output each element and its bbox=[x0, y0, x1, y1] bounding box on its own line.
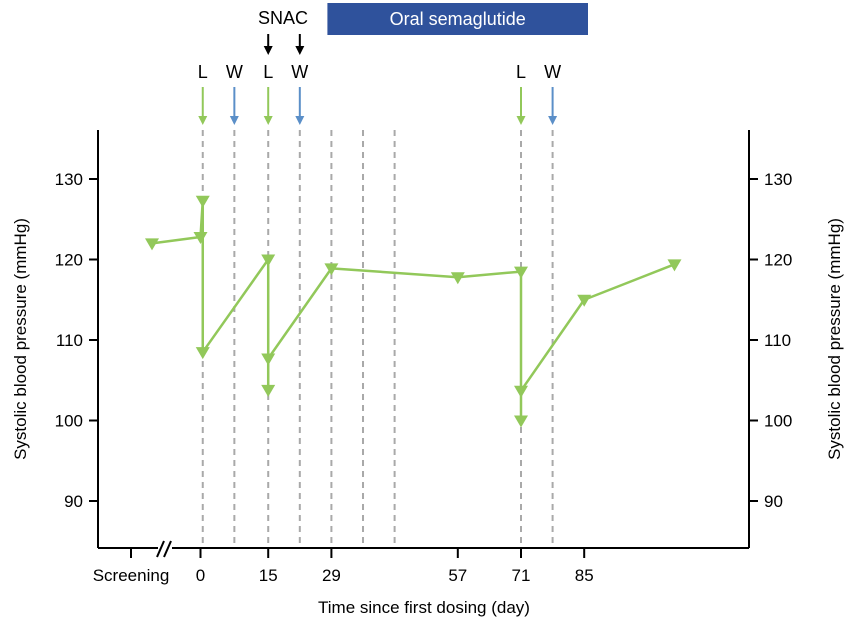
event-label: L bbox=[263, 62, 273, 82]
x-tick-label: 71 bbox=[512, 566, 531, 585]
data-point bbox=[261, 384, 276, 397]
y-tick-label-right: 120 bbox=[764, 251, 792, 270]
event-arrow-head bbox=[198, 116, 208, 125]
banner-rect bbox=[327, 3, 588, 35]
data-point bbox=[193, 231, 208, 244]
y-tick-label-right: 130 bbox=[764, 170, 792, 189]
y-tick-label-right: 110 bbox=[764, 331, 791, 350]
y-tick-label-left: 100 bbox=[55, 412, 83, 431]
x-tick-label: 15 bbox=[259, 566, 278, 585]
x-tick-label: 0 bbox=[196, 566, 205, 585]
dashed-lines bbox=[201, 130, 554, 548]
event-arrow-head bbox=[229, 116, 239, 125]
x-tick-label: 29 bbox=[322, 566, 341, 585]
series bbox=[145, 195, 682, 428]
y-tick-label-right: 90 bbox=[764, 492, 783, 511]
data-point bbox=[577, 294, 592, 307]
event-arrow-head bbox=[516, 116, 526, 125]
axes bbox=[97, 130, 750, 558]
snac-arrow-head bbox=[295, 46, 305, 55]
data-point bbox=[261, 254, 276, 267]
data-point bbox=[195, 195, 210, 208]
event-label: W bbox=[544, 62, 561, 82]
data-point bbox=[514, 415, 528, 428]
snac-arrow-head bbox=[263, 46, 273, 55]
data-point bbox=[450, 272, 465, 285]
data-point bbox=[145, 238, 159, 251]
y-tick-label-left: 130 bbox=[55, 170, 83, 189]
event-label: W bbox=[226, 62, 243, 82]
event-arrow-head bbox=[295, 116, 305, 125]
series-line bbox=[151, 199, 675, 422]
banner-label: Oral semaglutide bbox=[390, 9, 526, 29]
event-arrow-head bbox=[263, 116, 273, 125]
y-tick-label-right: 100 bbox=[764, 412, 792, 431]
y-ticks: 90 90 100 100 110 110 120 120 130 130 bbox=[55, 170, 793, 511]
x-axis-title: Time since first dosing (day) bbox=[318, 598, 530, 617]
data-point bbox=[195, 347, 210, 360]
x-tick-label: 85 bbox=[575, 566, 594, 585]
event-label: L bbox=[516, 62, 526, 82]
data-point bbox=[667, 259, 682, 272]
data-point bbox=[514, 266, 528, 279]
data-point bbox=[261, 353, 276, 366]
y-tick-label-left: 90 bbox=[64, 492, 83, 511]
snac-group: SNAC bbox=[258, 8, 308, 55]
axis-break-mark bbox=[156, 540, 172, 558]
y-axis-title-left: Systolic blood pressure (mmHg) bbox=[11, 218, 30, 460]
snac-arrows bbox=[263, 34, 305, 55]
x-tick-label: Screening bbox=[93, 566, 170, 585]
data-point bbox=[324, 263, 339, 276]
y-axis-title-right: Systolic blood pressure (mmHg) bbox=[825, 218, 844, 460]
event-label: W bbox=[291, 62, 308, 82]
x-tick-label: 57 bbox=[448, 566, 467, 585]
event-arrow-head bbox=[548, 116, 558, 125]
x-ticks: Screening 0 15 29 57 71 85 bbox=[93, 548, 594, 585]
snac-label: SNAC bbox=[258, 8, 308, 28]
y-tick-label-left: 110 bbox=[56, 331, 83, 350]
data-point bbox=[514, 385, 528, 398]
y-tick-label-left: 120 bbox=[55, 251, 83, 270]
event-label: L bbox=[198, 62, 208, 82]
oral-semaglutide-banner: Oral semaglutide bbox=[327, 3, 588, 35]
